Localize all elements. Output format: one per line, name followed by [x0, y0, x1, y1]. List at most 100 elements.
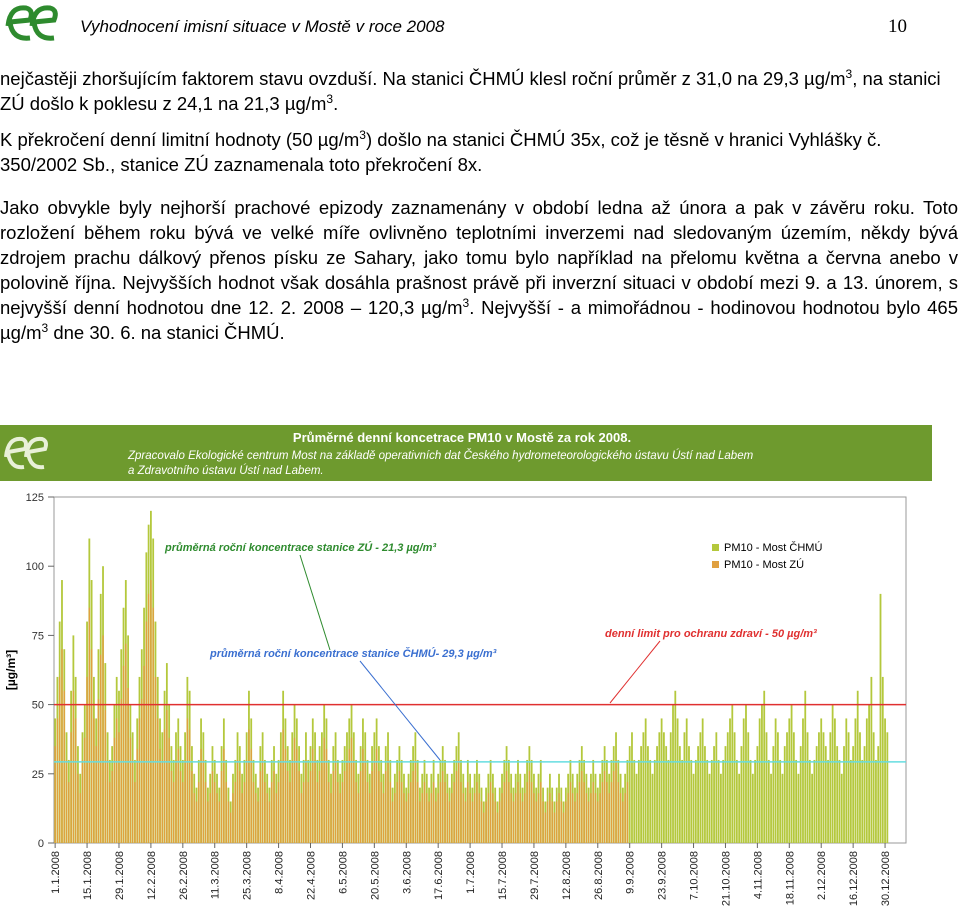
bar — [499, 801, 501, 843]
bar — [432, 782, 435, 843]
bar — [184, 759, 186, 843]
bar — [496, 812, 499, 843]
bar — [827, 759, 829, 843]
bar — [207, 801, 209, 843]
bar — [389, 782, 391, 843]
bar — [296, 748, 298, 843]
bar — [626, 782, 629, 843]
bar — [198, 782, 200, 843]
bar — [868, 704, 870, 843]
bar — [314, 759, 316, 843]
bar — [701, 718, 704, 843]
bar — [371, 771, 373, 843]
bar — [134, 782, 136, 843]
bar — [350, 737, 353, 843]
x-tick-label: 16.12.2008 — [848, 851, 860, 906]
bar — [378, 771, 380, 843]
bar — [355, 782, 357, 843]
bar — [528, 771, 531, 843]
bar — [423, 782, 426, 843]
bar — [551, 801, 553, 843]
bar — [239, 771, 241, 843]
bar — [790, 704, 793, 843]
bar — [742, 718, 745, 843]
bar — [617, 782, 619, 843]
bar — [852, 746, 855, 843]
bar — [519, 793, 521, 843]
bar — [88, 607, 91, 843]
bar — [494, 801, 496, 843]
bar — [291, 759, 293, 843]
bar — [74, 718, 77, 843]
bar — [104, 710, 106, 843]
bar — [403, 793, 405, 843]
bar — [259, 771, 262, 843]
paragraph: nejčastěji zhoršujícím faktorem stavu ov… — [0, 66, 958, 116]
x-tick-label: 6.5.2008 — [337, 851, 349, 894]
bar — [517, 782, 519, 843]
bar — [747, 732, 750, 843]
x-tick-label: 21.10.2008 — [720, 851, 732, 906]
bar — [576, 793, 578, 843]
text-run: dne 30. 6. na stanici ČHMÚ. — [48, 322, 285, 343]
annotation-arrow — [609, 640, 661, 704]
bar — [467, 782, 469, 843]
bar — [147, 593, 150, 843]
y-tick-label: 125 — [26, 492, 44, 504]
bar — [735, 759, 738, 843]
superscript: 3 — [462, 295, 470, 310]
bar — [765, 732, 768, 843]
bar — [877, 746, 880, 843]
paragraph: K překročení denní limitní hodnoty (50 µ… — [0, 127, 958, 177]
bar — [870, 676, 873, 843]
y-tick-label: 75 — [32, 630, 44, 642]
bar — [394, 793, 396, 843]
bar — [385, 771, 387, 843]
bar — [266, 793, 268, 843]
bar — [113, 737, 116, 843]
bar — [437, 793, 439, 843]
bar — [245, 759, 248, 843]
bar — [316, 782, 319, 843]
superscript: 3 — [41, 320, 49, 335]
bar — [879, 593, 882, 843]
bar — [779, 759, 782, 843]
bar — [606, 782, 608, 843]
bar — [398, 771, 401, 843]
bar — [59, 676, 61, 843]
bar — [562, 812, 565, 843]
bar — [241, 793, 243, 843]
bar — [503, 782, 505, 843]
bar — [391, 801, 394, 843]
bar — [767, 759, 770, 843]
bar — [357, 793, 360, 843]
bar — [143, 665, 145, 843]
bar — [524, 793, 526, 843]
bar — [275, 793, 277, 843]
bar — [209, 793, 211, 843]
bar — [665, 746, 668, 843]
bar — [293, 737, 296, 843]
bar — [799, 746, 802, 843]
bar — [649, 759, 652, 843]
bar — [560, 801, 562, 843]
bar — [54, 746, 56, 843]
bar — [375, 748, 378, 843]
page-header: Vyhodnocení imisní situace v Mostě v roc… — [0, 0, 960, 50]
bar — [271, 782, 273, 843]
bar — [204, 782, 207, 843]
bar — [658, 732, 661, 843]
bar — [405, 801, 407, 843]
bar — [116, 718, 118, 843]
text-run: K překročení denní limitní hodnoty (50 µ… — [0, 129, 360, 150]
bar — [179, 771, 182, 843]
bar — [218, 801, 220, 843]
bar — [480, 801, 483, 843]
bar — [647, 746, 649, 843]
bar — [289, 782, 291, 843]
bar — [387, 759, 389, 843]
bar — [170, 771, 173, 843]
bar — [410, 782, 412, 843]
x-tick-label: 2.12.2008 — [816, 851, 828, 900]
bar — [792, 732, 795, 843]
